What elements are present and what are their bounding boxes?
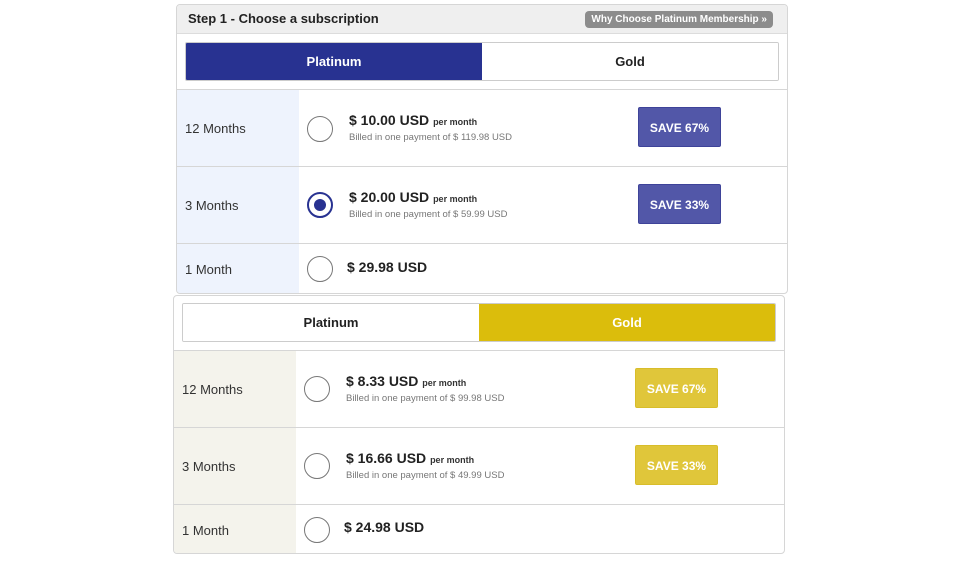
tab-gold[interactable]: Gold	[482, 43, 778, 80]
radio-1-month[interactable]	[304, 517, 330, 543]
plan-row-1-month[interactable]: 1 Month $ 29.98 USD	[177, 243, 787, 293]
radio-12-months[interactable]	[307, 116, 333, 142]
save-badge: SAVE 67%	[638, 107, 721, 147]
billed-text: Billed in one payment of $ 59.99 USD	[349, 209, 508, 220]
gold-subscription-panel: Platinum Gold 12 Months $ 8.33 USD per m…	[173, 295, 785, 554]
tab-gold[interactable]: Gold	[479, 304, 775, 341]
duration-label: 3 Months	[177, 167, 299, 243]
radio-1-month[interactable]	[307, 256, 333, 282]
plan-row-3-months[interactable]: 3 Months $ 20.00 USD per month Billed in…	[177, 166, 787, 243]
price: $ 29.98 USD	[347, 259, 428, 275]
plan-tabs: Platinum Gold	[182, 303, 776, 342]
plan-row-3-months[interactable]: 3 Months $ 16.66 USD per month Billed in…	[174, 427, 784, 504]
price: $ 20.00 USD	[349, 189, 430, 205]
tab-platinum[interactable]: Platinum	[183, 304, 479, 341]
duration-label: 1 Month	[174, 505, 296, 553]
price: $ 24.98 USD	[344, 519, 425, 535]
per-month: per month	[433, 117, 478, 127]
per-month: per month	[433, 194, 478, 204]
save-badge: SAVE 33%	[638, 184, 721, 224]
save-badge: SAVE 67%	[635, 368, 718, 408]
panel-header: Step 1 - Choose a subscription Why Choos…	[177, 5, 787, 34]
plan-row-12-months[interactable]: 12 Months $ 8.33 USD per month Billed in…	[174, 350, 784, 427]
radio-12-months[interactable]	[304, 376, 330, 402]
tab-platinum[interactable]: Platinum	[186, 43, 482, 80]
save-badge: SAVE 33%	[635, 445, 718, 485]
billed-text: Billed in one payment of $ 49.99 USD	[346, 470, 505, 481]
price: $ 8.33 USD	[346, 373, 419, 389]
step-title: Step 1 - Choose a subscription	[188, 11, 379, 26]
platinum-subscription-panel: Step 1 - Choose a subscription Why Choos…	[176, 4, 788, 294]
duration-label: 1 Month	[177, 244, 299, 293]
per-month: per month	[422, 378, 467, 388]
plan-row-1-month[interactable]: 1 Month $ 24.98 USD	[174, 504, 784, 553]
plan-tabs: Platinum Gold	[185, 42, 779, 81]
duration-label: 12 Months	[174, 351, 296, 427]
billed-text: Billed in one payment of $ 119.98 USD	[349, 132, 513, 143]
price: $ 16.66 USD	[346, 450, 427, 466]
billed-text: Billed in one payment of $ 99.98 USD	[346, 393, 505, 404]
why-platinum-link[interactable]: Why Choose Platinum Membership »	[585, 11, 773, 28]
radio-3-months[interactable]	[304, 453, 330, 479]
duration-label: 3 Months	[174, 428, 296, 504]
duration-label: 12 Months	[177, 90, 299, 166]
radio-3-months-selected[interactable]	[307, 192, 333, 218]
price: $ 10.00 USD	[349, 112, 430, 128]
per-month: per month	[430, 455, 475, 465]
plan-row-12-months[interactable]: 12 Months $ 10.00 USD per month Billed i…	[177, 89, 787, 166]
